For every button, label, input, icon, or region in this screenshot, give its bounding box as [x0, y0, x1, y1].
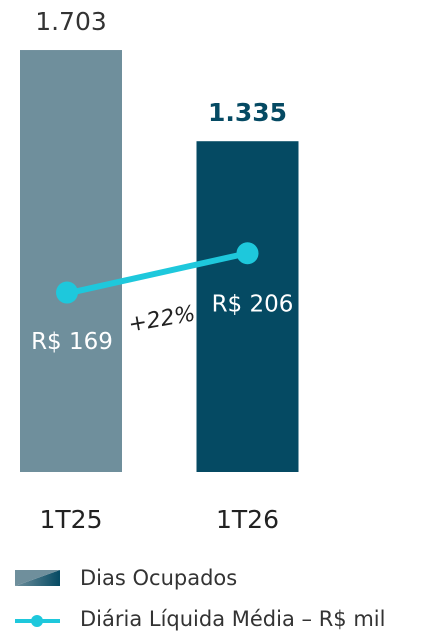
line-point: [236, 242, 259, 265]
bar-value-label: 1.335: [208, 98, 287, 127]
x-tick-label: 1T26: [216, 505, 279, 534]
bar-value-label: 1.703: [35, 7, 107, 36]
legend-point: [31, 615, 43, 627]
bar: [196, 141, 299, 472]
line-value-label: R$ 169: [31, 329, 113, 355]
bar: [20, 50, 122, 472]
line: [70, 250, 249, 296]
legend-label: Dias Ocupados: [80, 566, 237, 590]
x-tick-label: 1T25: [40, 505, 103, 534]
legend-swatch-light: [15, 570, 60, 586]
legend-label: Diária Líquida Média – R$ mil: [80, 607, 385, 631]
line-point: [56, 281, 78, 304]
annotation: +22%: [127, 301, 198, 337]
line-value-label: R$ 206: [212, 292, 294, 318]
